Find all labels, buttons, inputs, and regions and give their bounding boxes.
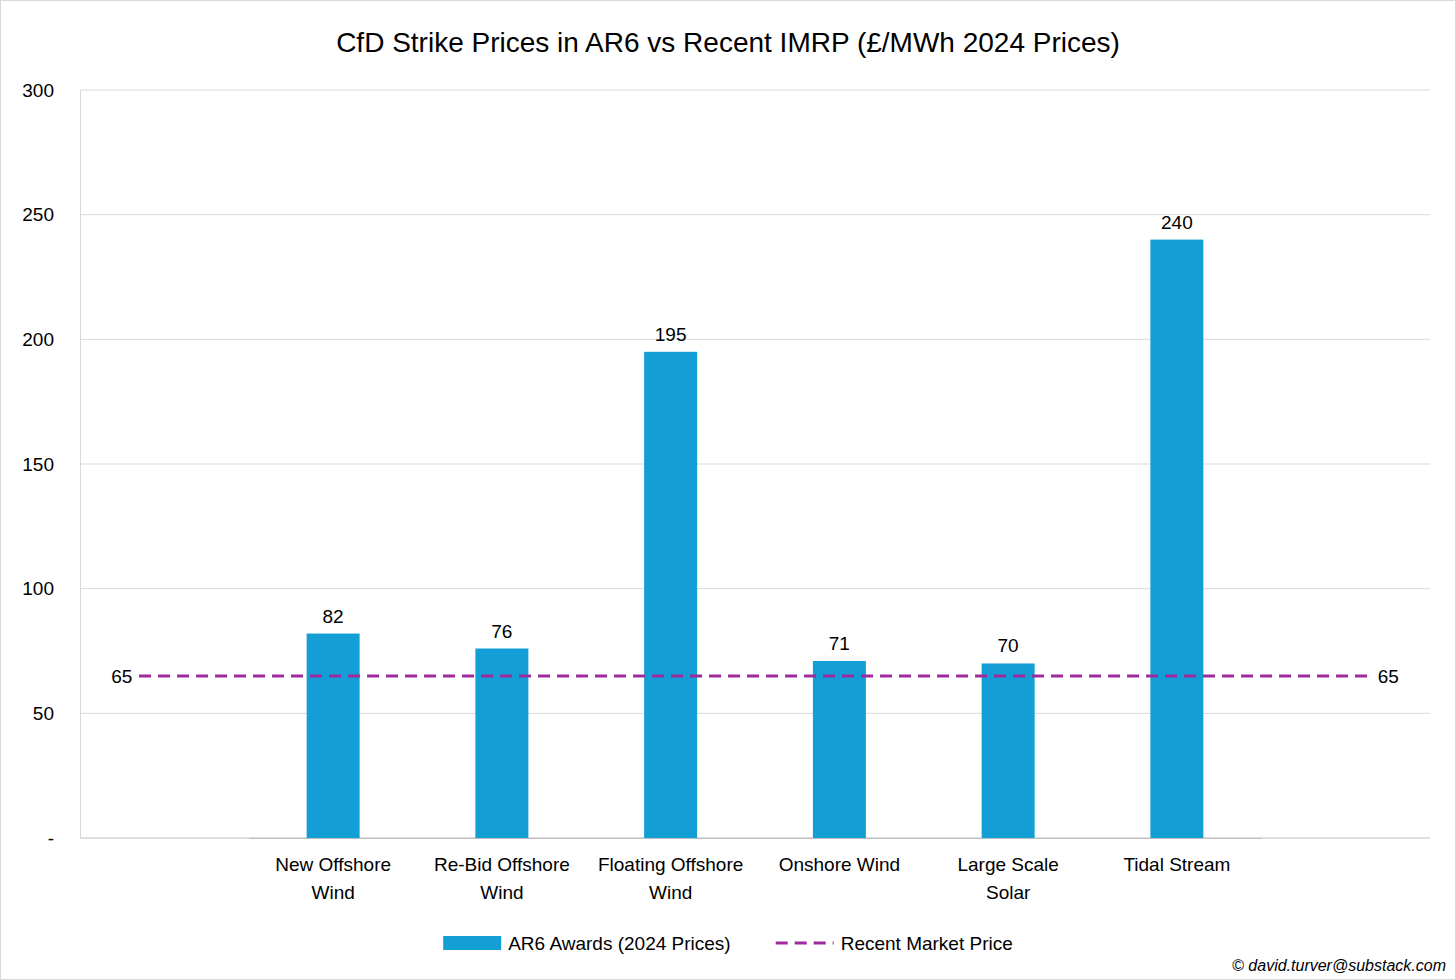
x-tick: Re-Bid OffshoreWind <box>434 838 570 903</box>
x-tick-label: Tidal Stream <box>1123 854 1230 875</box>
x-tick-label: New OffshoreWind <box>275 854 391 903</box>
grid-line <box>80 339 1430 340</box>
reference-line-label: 65 <box>111 666 132 687</box>
y-tick: 200 <box>22 329 80 350</box>
chart-border <box>1 1 1456 980</box>
grid-line <box>80 90 1430 91</box>
chart: CfD Strike Prices in AR6 vs Recent IMRP … <box>0 0 1456 980</box>
y-tick-label: 200 <box>22 329 54 350</box>
y-tick-label: 100 <box>22 578 54 599</box>
x-axis-line <box>249 838 1262 839</box>
bar <box>307 634 360 838</box>
grid-line <box>80 214 1430 215</box>
legend-label: Recent Market Price <box>841 933 1013 954</box>
y-tick-label: 150 <box>22 454 54 475</box>
data-label: 70 <box>998 635 1019 656</box>
x-tick: New OffshoreWind <box>275 838 391 903</box>
grid-line <box>80 713 1430 714</box>
reference-line-label: 65 <box>1378 666 1399 687</box>
y-axis-line <box>80 91 81 839</box>
x-tick-label: Large ScaleSolar <box>957 854 1058 903</box>
y-tick: 250 <box>22 204 80 225</box>
data-label: 240 <box>1161 212 1193 233</box>
y-tick-label: - <box>48 828 54 849</box>
grid-line <box>80 838 1430 839</box>
title: CfD Strike Prices in AR6 vs Recent IMRP … <box>336 27 1120 58</box>
y-axis: - 50 100 150 200 250 300 <box>22 80 80 849</box>
legend-swatch <box>776 942 834 945</box>
legend: AR6 Awards (2024 Prices) Recent Market Pr… <box>443 933 1013 954</box>
y-tick: 150 <box>22 454 80 475</box>
legend-label: AR6 Awards (2024 Prices) <box>508 933 730 954</box>
x-tick: Tidal Stream <box>1123 838 1230 875</box>
data-label: 195 <box>655 324 687 345</box>
data-labels: 82 76 195 71 70 240 <box>323 212 1193 657</box>
data-label: 71 <box>829 633 850 654</box>
data-label: 76 <box>491 621 512 642</box>
y-tick-label: 300 <box>22 80 54 101</box>
bar-series <box>307 240 1204 838</box>
y-tick: 100 <box>22 578 80 599</box>
bar <box>644 352 697 838</box>
y-tick: 300 <box>22 80 80 101</box>
bar <box>982 663 1035 838</box>
y-tick-label: 50 <box>33 703 54 724</box>
plot-area <box>139 240 1371 838</box>
credit: © david.turver@substack.com <box>1232 957 1446 974</box>
x-tick-label: Floating OffshoreWind <box>598 854 743 903</box>
y-tick: 50 <box>33 703 80 724</box>
x-tick: Onshore Wind <box>779 838 900 875</box>
bar <box>1150 240 1203 838</box>
x-tick-label: Re-Bid OffshoreWind <box>434 854 570 903</box>
x-tick: Large ScaleSolar <box>957 838 1058 903</box>
reference-line <box>139 674 1371 677</box>
x-tick-label: Onshore Wind <box>779 854 900 875</box>
x-tick: Floating OffshoreWind <box>598 838 743 903</box>
grid <box>80 90 1430 838</box>
legend-swatch <box>443 936 501 950</box>
grid-line <box>80 464 1430 465</box>
y-tick-label: 250 <box>22 204 54 225</box>
bar <box>813 661 866 838</box>
x-axis: New OffshoreWind Re-Bid OffshoreWind Float… <box>249 838 1262 903</box>
y-tick: - <box>48 828 80 849</box>
grid-line <box>80 588 1430 589</box>
data-label: 82 <box>323 606 344 627</box>
